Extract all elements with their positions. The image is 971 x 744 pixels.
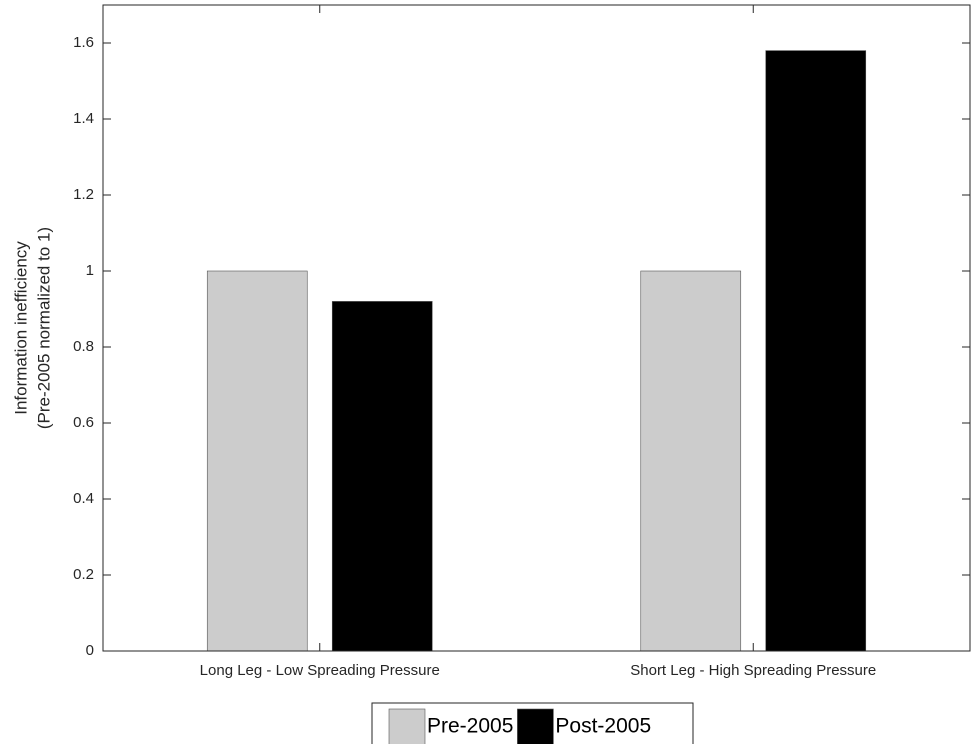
- y-tick-label: 1: [86, 262, 94, 279]
- y-axis-label: (Pre-2005 normalized to 1): [34, 227, 53, 429]
- legend-label: Pre-2005: [427, 715, 513, 738]
- x-tick-label: Long Leg - Low Spreading Pressure: [200, 662, 440, 679]
- x-tick-label: Short Leg - High Spreading Pressure: [630, 662, 876, 679]
- y-tick-label: 1.6: [73, 34, 94, 51]
- y-tick-label: 0.6: [73, 414, 94, 431]
- y-tick-label: 1.4: [73, 110, 94, 127]
- y-tick-label: 0.2: [73, 566, 94, 583]
- bar: [331, 301, 433, 652]
- bar: [640, 270, 742, 652]
- legend-label: Post-2005: [555, 715, 651, 738]
- y-tick-label: 0: [86, 642, 94, 659]
- y-tick-label: 0.4: [73, 490, 94, 507]
- legend-swatch: [517, 708, 554, 744]
- y-tick-label: 1.2: [73, 186, 94, 203]
- bar: [206, 270, 308, 652]
- axes-box: [102, 4, 971, 652]
- bar: [765, 50, 867, 652]
- y-tick-label: 0.8: [73, 338, 94, 355]
- y-axis-label: Information inefficiency: [11, 241, 30, 415]
- legend-swatch: [388, 708, 426, 744]
